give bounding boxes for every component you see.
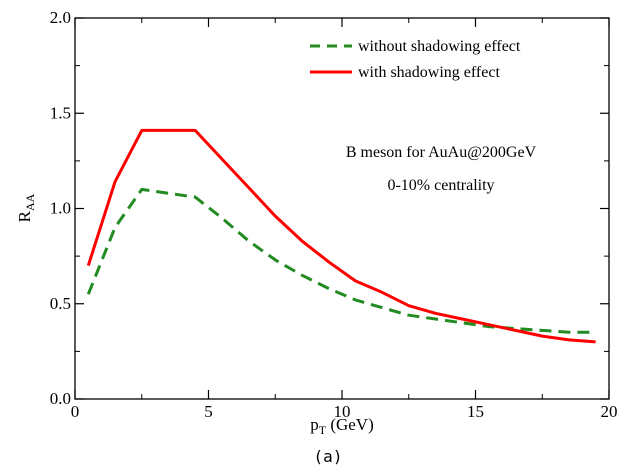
x-tick-label: 5 xyxy=(204,402,213,421)
series-line-with-shadowing xyxy=(86,128,596,344)
y-tick-label: 2.0 xyxy=(50,8,71,27)
plot-frame xyxy=(74,17,610,400)
y-axis-title-sub: AA xyxy=(23,193,37,211)
y-tick-label: 0.5 xyxy=(50,294,71,313)
x-tick-label: 20 xyxy=(601,402,618,421)
series-line-without-shadowing xyxy=(86,187,596,334)
legend-label-with-shadowing: with shadowing effect xyxy=(358,64,500,81)
x-axis-title: pT (GeV) xyxy=(310,415,374,437)
y-tick-label: 0.0 xyxy=(50,389,71,408)
series-layer xyxy=(86,128,596,344)
legend: without shadowing effect with shadowing … xyxy=(310,38,521,81)
x-tick-label: 0 xyxy=(71,402,80,421)
annotation-system: B meson for AuAu@200GeV xyxy=(346,144,537,161)
y-tick-label: 1.5 xyxy=(50,103,71,122)
y-axis-title-main: R xyxy=(15,210,34,222)
annotation-centrality: 0-10% centrality xyxy=(387,177,494,194)
x-tick-label: 10 xyxy=(334,402,351,421)
x-axis-title-main: p xyxy=(310,415,319,434)
axis-ticks: 0 5 10 15 20 0.0 0.5 1.0 1.5 2.0 xyxy=(50,8,618,421)
figure-caption: (a) xyxy=(314,447,343,466)
y-tick-label: 1.0 xyxy=(50,199,71,218)
x-tick-label: 15 xyxy=(467,402,484,421)
y-axis-title: RAA xyxy=(15,193,37,222)
x-axis-title-unit: (GeV) xyxy=(326,415,374,434)
x-axis-title-sub: T xyxy=(319,423,327,437)
legend-label-without-shadowing: without shadowing effect xyxy=(358,38,521,55)
